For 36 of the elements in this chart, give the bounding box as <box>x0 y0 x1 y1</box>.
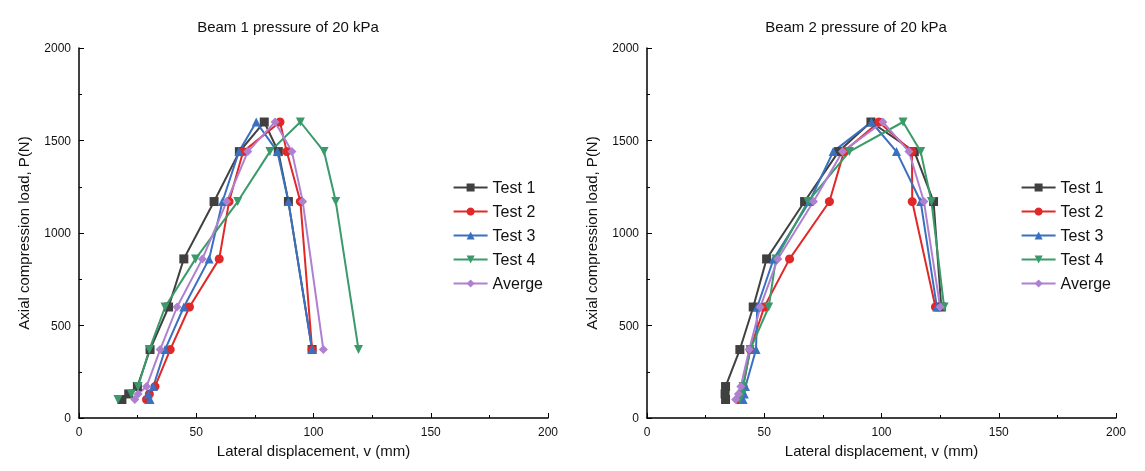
legend-label: Test 2 <box>1060 203 1104 220</box>
legend-label: Test 4 <box>1060 251 1104 268</box>
x-tick-label: 100 <box>871 425 892 439</box>
legend-label: Test 2 <box>492 203 536 220</box>
y-tick-label: 500 <box>50 318 72 333</box>
y-tick-label: 1500 <box>44 133 72 148</box>
x-tick-label: 200 <box>1105 425 1127 439</box>
legend-label: Test 3 <box>1060 227 1104 244</box>
legend-label: Test 3 <box>492 227 536 244</box>
y-tick-label: 2000 <box>612 41 640 55</box>
legend-label: Test 1 <box>1060 179 1104 196</box>
x-tick-label: 200 <box>537 425 559 439</box>
x-axis-title: Lateral displacement, v (mm) <box>784 441 979 459</box>
y-tick-label: 1000 <box>44 226 72 240</box>
legend-label: Averge <box>492 275 544 292</box>
y-tick-label: 1000 <box>612 226 640 240</box>
y-tick-label: 0 <box>64 411 72 425</box>
y-axis-title: Axial compression load, P(N) <box>583 136 600 330</box>
x-tick-label: 100 <box>303 425 324 439</box>
x-tick-label: 50 <box>757 425 772 439</box>
x-tick-label: 150 <box>420 425 442 439</box>
legend-label: Averge <box>1060 275 1112 292</box>
y-tick-label: 1500 <box>612 133 640 148</box>
x-tick-label: 0 <box>75 425 83 439</box>
chart-title: Beam 2 pressure of 20 kPa <box>765 18 948 35</box>
y-tick-label: 500 <box>618 318 640 333</box>
x-tick-label: 150 <box>988 425 1010 439</box>
y-tick-label: 0 <box>632 411 640 425</box>
y-tick-label: 2000 <box>44 41 72 55</box>
legend-label: Test 4 <box>492 251 536 268</box>
x-tick-label: 50 <box>189 425 204 439</box>
legend-label: Test 1 <box>492 179 536 196</box>
x-axis-title: Lateral displacement, v (mm) <box>216 441 411 459</box>
y-axis-title: Axial compression load, P(N) <box>15 136 32 330</box>
x-tick-label: 0 <box>643 425 651 439</box>
chart-title: Beam 1 pressure of 20 kPa <box>197 18 380 35</box>
